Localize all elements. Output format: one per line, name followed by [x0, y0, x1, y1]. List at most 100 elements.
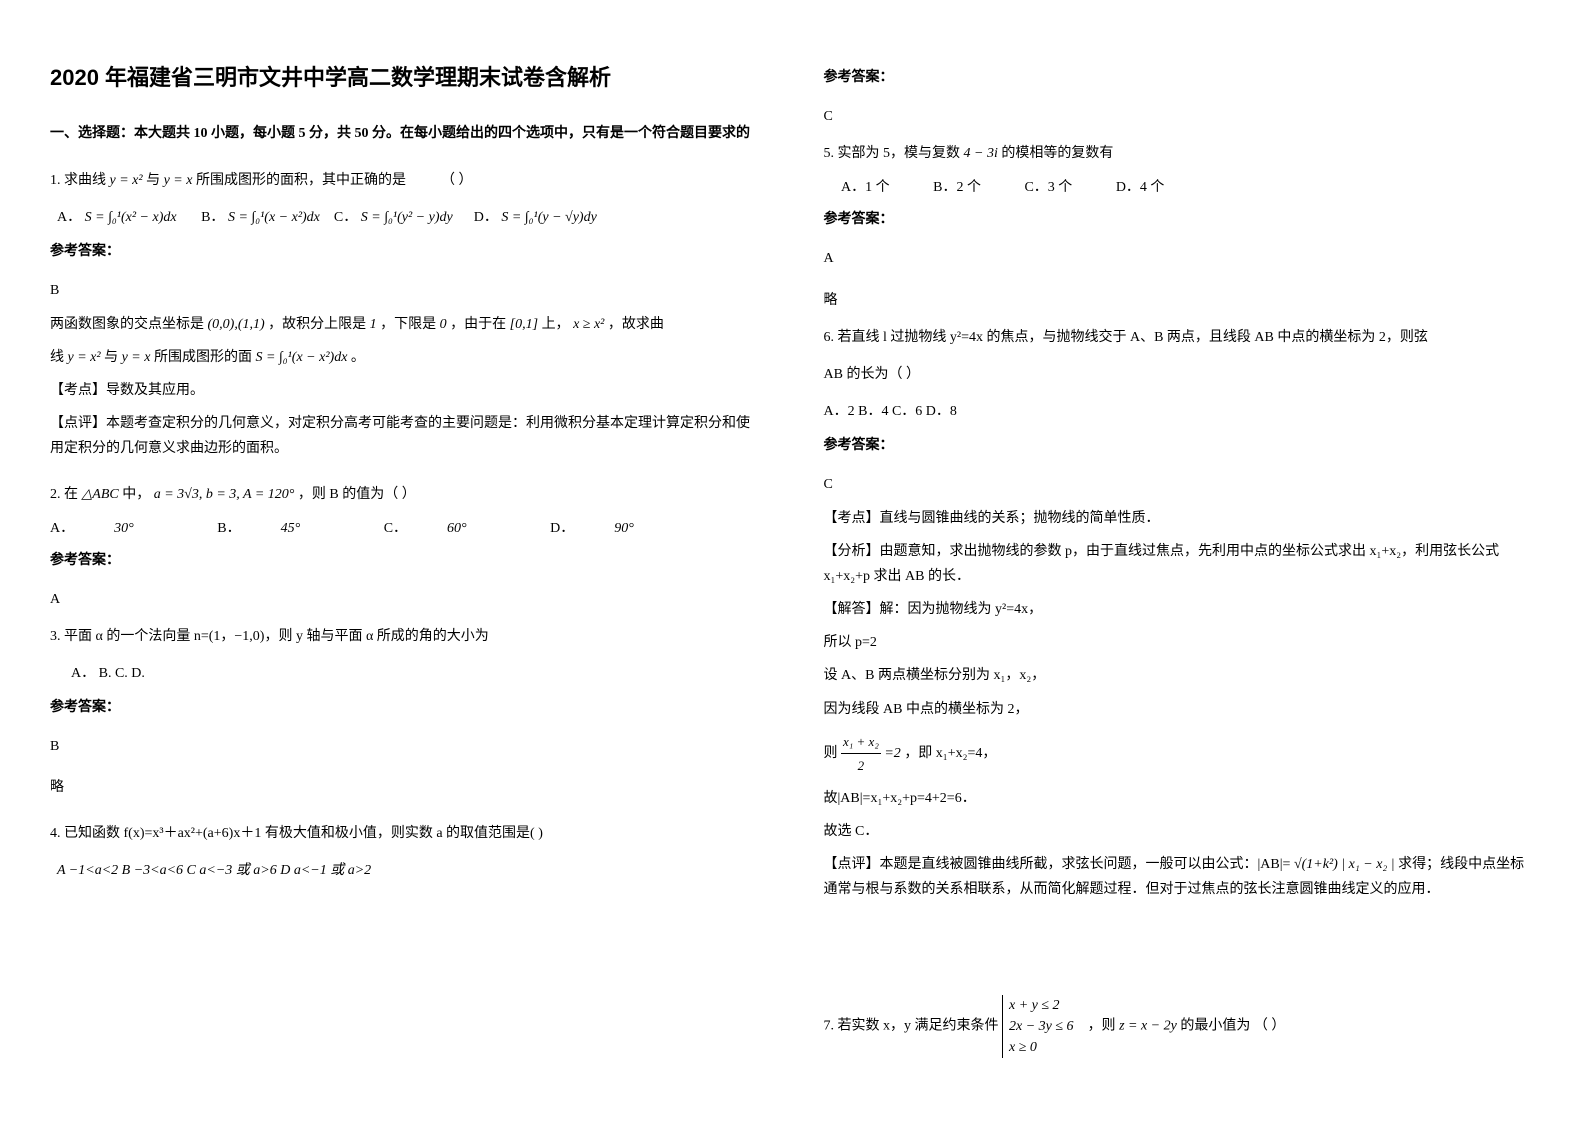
f: x ≥ x²: [573, 317, 604, 332]
formula: S = ∫₀¹(y² − y)dy: [361, 210, 453, 225]
q6-s4: 则 x₁ + x₂ 2 =2 ，即 x₁+x₂=4，: [824, 730, 1538, 778]
v: 45°: [281, 521, 301, 537]
c2: 2x − 3y ≤ 6: [1009, 1016, 1074, 1037]
answer-label: 参考答案：: [50, 549, 764, 569]
fraction: x₁ + x₂ 2: [841, 730, 881, 778]
t: 5. 实部为 5，模与复数: [824, 146, 961, 161]
t: ，由于在: [450, 317, 506, 332]
t: 的最小值为 （ ）: [1180, 1019, 1285, 1034]
q6-s3: 因为线段 AB 中点的横坐标为 2，: [824, 697, 1538, 722]
brief: 略: [824, 288, 1538, 313]
q6-options: A．2 B．4 C．6 D．8: [824, 399, 1538, 424]
denominator: 2: [841, 754, 881, 777]
label: B．: [201, 210, 224, 225]
t: 上，: [542, 317, 570, 332]
formula: y = x²: [110, 173, 143, 188]
t: 2. 在: [50, 487, 78, 502]
q2-stem: 2. 在 △ABC 中， a = 3√3, b = 3, A = 120° ，则…: [50, 482, 764, 507]
left-column: 2020 年福建省三明市文井中学高二数学理期末试卷含解析 一、选择题：本大题共 …: [50, 60, 764, 1062]
q1-answer: B: [50, 278, 764, 303]
t: 则: [824, 746, 838, 761]
label: C．: [334, 210, 357, 225]
q1-explain-2: 线 y = x² 与 y = x 所围成图形的面 S = ∫₀¹(x − x²)…: [50, 345, 764, 370]
q4-options: A −1<a<2 B −3<a<6 C a<−3 或 a>6 D a<−1 或 …: [50, 858, 764, 883]
f: 1: [370, 317, 377, 332]
brief: 略: [50, 775, 764, 800]
f: △ABC: [82, 487, 119, 502]
**q6-s1: 所以 p=2: [824, 630, 1538, 655]
t: 两函数图象的交点坐标是: [50, 317, 204, 332]
f: [0,1]: [510, 317, 538, 332]
t: 中，: [122, 487, 150, 502]
z: z = x − 2y: [1119, 1019, 1177, 1034]
D: D．4 个: [1116, 176, 1165, 196]
q1-kd: 【考点】导数及其应用。: [50, 378, 764, 403]
formula: S = ∫₀¹(x − x²)dx: [228, 210, 320, 225]
t: ，故求曲: [608, 317, 664, 332]
f: 0: [440, 317, 447, 332]
l: A．: [50, 517, 74, 537]
t: ，下限是: [380, 317, 436, 332]
q6-kd: 【考点】直线与圆锥曲线的关系；抛物线的简单性质．: [824, 506, 1538, 531]
t: ，故积分上限是: [268, 317, 366, 332]
t: 。: [351, 350, 365, 365]
q6-fx: 【分析】由题意知，求出抛物线的参数 p，由于直线过焦点，先利用中点的坐标公式求出…: [824, 539, 1538, 589]
f: y = x²: [68, 350, 101, 365]
q2-answer: A: [50, 587, 764, 612]
opts: A −1<a<2 B −3<a<6 C a<−3 或 a>6 D a<−1 或 …: [57, 863, 371, 878]
q1-explain-1: 两函数图象的交点坐标是 (0,0),(1,1) ，故积分上限是 1 ，下限是 0…: [50, 312, 764, 337]
answer-label: 参考答案：: [824, 66, 1538, 86]
answer-label: 参考答案：: [50, 240, 764, 260]
t: 所围成图形的面: [154, 350, 252, 365]
formula: S = ∫₀¹(x² − x)dx: [85, 210, 177, 225]
q2-options: A．30° B．45° C．60° D．90°: [50, 517, 764, 537]
q5-answer: A: [824, 246, 1538, 271]
q1-dp: 【点评】本题考查定积分的几何意义，对定积分高考可能考查的主要问题是：利用微积分基…: [50, 411, 764, 461]
q3-options: A． B. C. D.: [50, 661, 764, 686]
t: 【点评】本题是直线被圆锥曲线所截，求弦长问题，一般可以由公式：|AB|=: [824, 857, 1291, 872]
text: 所围成图形的面积，其中正确的是: [196, 173, 406, 188]
q5-stem: 5. 实部为 5，模与复数 4 − 3i 的模相等的复数有: [824, 141, 1538, 166]
answer-label: 参考答案：: [824, 434, 1538, 454]
v: 30°: [114, 521, 134, 537]
eq: =2: [884, 746, 900, 761]
q5-options: A．1 个 B．2 个 C．3 个 D．4 个: [824, 176, 1538, 196]
t: 7. 若实数 x，y 满足约束条件: [824, 1019, 999, 1034]
q3-answer: B: [50, 734, 764, 759]
t: 线: [50, 350, 64, 365]
formula: y = x: [164, 173, 193, 188]
c3: x ≥ 0: [1009, 1037, 1074, 1058]
f: a = 3√3, b = 3, A = 120°: [154, 487, 295, 502]
f: S = ∫₀¹(x − x²)dx: [255, 350, 347, 365]
t: ，即 x₁+x₂=4，: [904, 746, 996, 761]
q1-options: A． S = ∫₀¹(x² − x)dx B． S = ∫₀¹(x − x²)d…: [50, 205, 764, 230]
f: (0,0),(1,1): [208, 317, 265, 332]
v: 90°: [614, 521, 634, 537]
f: 4 − 3i: [964, 146, 998, 161]
paren: （ ）: [441, 173, 473, 188]
c1: x + y ≤ 2: [1009, 995, 1074, 1016]
t: ，则 B 的值为（ ）: [298, 487, 416, 502]
v: 60°: [447, 521, 467, 537]
A: A．1 个: [841, 176, 890, 196]
q4-answer: C: [824, 104, 1538, 129]
q6-stem-1: 6. 若直线 l 过抛物线 y²=4x 的焦点，与抛物线交于 A、B 两点，且线…: [824, 325, 1538, 350]
q6-jd: 【解答】解：因为抛物线为 y²=4x，: [824, 597, 1538, 622]
t: ，则: [1088, 1019, 1116, 1034]
q1-stem: 1. 求曲线 y = x² 与 y = x 所围成图形的面积，其中正确的是 （ …: [50, 168, 764, 193]
q6-s6: 故选 C．: [824, 819, 1538, 844]
section-heading: 一、选择题：本大题共 10 小题，每小题 5 分，共 50 分。在每小题给出的四…: [50, 122, 764, 142]
q7: 7. 若实数 x，y 满足约束条件 x + y ≤ 2 2x − 3y ≤ 6 …: [824, 995, 1538, 1058]
q6-s5: 故|AB|=x₁+x₂+p=4+2=6．: [824, 786, 1538, 811]
opts: A． B. C. D.: [71, 666, 145, 681]
B: B．2 个: [933, 176, 981, 196]
label: A．: [57, 210, 81, 225]
q6-s2: 设 A、B 两点横坐标分别为 x₁，x₂，: [824, 663, 1538, 688]
system: x + y ≤ 2 2x − 3y ≤ 6 x ≥ 0: [1002, 995, 1074, 1058]
q6-answer: C: [824, 472, 1538, 497]
t: 的模相等的复数有: [1001, 146, 1113, 161]
f: √(1+k²) | x₁ − x₂ |: [1294, 857, 1395, 872]
answer-label: 参考答案：: [824, 208, 1538, 228]
right-column: 参考答案： C 5. 实部为 5，模与复数 4 − 3i 的模相等的复数有 A．…: [824, 60, 1538, 1062]
text: 1. 求曲线: [50, 173, 106, 188]
